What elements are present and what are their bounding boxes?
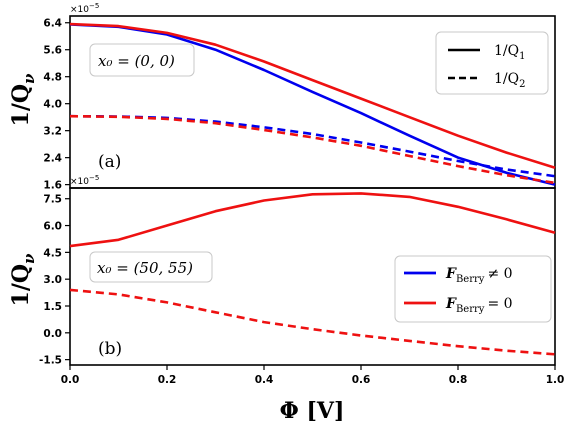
panel-a-series [69, 22, 556, 186]
panel-b-legend-label-1: FBerry ≠ 0 [445, 266, 513, 285]
panel-b-tag: (b) [98, 339, 122, 359]
panel-b-annotation-box [89, 251, 213, 283]
x-tick-label: 0.8 [449, 374, 468, 386]
x-tick-label: 0.2 [158, 374, 177, 386]
y-tick-label: 5.6 [43, 45, 62, 57]
series-line-2 [69, 114, 556, 178]
panel-b: -1.5 0.0 1.5 3.0 4.5 6.0 7.5 0.0 0.2 0.4 0.6 0.8 1.… [8, 174, 564, 424]
panel-b-frame [69, 187, 556, 366]
panel-a-annotation-box [89, 43, 195, 77]
x-tick-label: 0.0 [61, 374, 80, 386]
panel-a-tag: (a) [98, 152, 121, 172]
panel-b-legend-label-2: FBerry = 0 [445, 296, 513, 315]
y-tick-label: 4.0 [43, 99, 62, 111]
panel-b-ylabel: 1/Qν [8, 253, 38, 307]
panel-a-legend-label-1: 1/Q1 [494, 43, 525, 62]
y-tick-label: 1.6 [43, 180, 62, 192]
series-line-3 [69, 114, 556, 185]
y-tick-label: 3.2 [43, 126, 62, 138]
x-tick-label: 0.4 [255, 374, 274, 386]
y-tick-label: 1.5 [43, 301, 62, 313]
y-tick-label: -1.5 [39, 355, 62, 367]
x-tick-label: 1.0 [546, 374, 565, 386]
panel-a-ylabel: 1/Qν [8, 73, 38, 127]
panel-a: 1.6 2.4 3.2 4.0 4.8 5.6 6.4 ×10−5 (a) x₀ = (0,… [8, 2, 556, 192]
y-tick-label: 2.4 [43, 153, 62, 165]
panel-b-yticks: -1.5 0.0 1.5 3.0 4.5 6.0 7.5 [39, 194, 70, 367]
panel-a-legend-label-2: 1/Q2 [494, 71, 525, 90]
y-tick-label: 4.5 [43, 247, 62, 259]
panel-b-annotation: x₀ = (50, 55) [97, 259, 193, 277]
panel-b-series [69, 192, 556, 356]
panel-a-yticks: 1.6 2.4 3.2 4.0 4.8 5.6 6.4 [43, 18, 70, 192]
y-tick-label: 3.0 [43, 274, 62, 286]
y-tick-label: 7.5 [43, 194, 62, 206]
series-line-1 [69, 288, 556, 356]
panel-a-annotation: x₀ = (0, 0) [98, 52, 175, 70]
y-tick-label: 6.0 [43, 221, 62, 233]
panel-b-xticks: 0.0 0.2 0.4 0.6 0.8 1.0 [61, 365, 565, 386]
panel-a-legend [435, 31, 549, 95]
x-axis-label: Φ [V] [280, 398, 345, 424]
x-tick-label: 0.6 [352, 374, 371, 386]
panel-a-exponent: ×10−5 [70, 2, 99, 15]
y-tick-label: 6.4 [43, 18, 62, 30]
y-tick-label: 4.8 [43, 72, 62, 84]
series-line-0 [69, 192, 556, 248]
y-tick-label: 0.0 [43, 328, 62, 340]
panel-b-exponent: ×10−5 [70, 174, 99, 187]
series-line-1 [69, 22, 556, 170]
